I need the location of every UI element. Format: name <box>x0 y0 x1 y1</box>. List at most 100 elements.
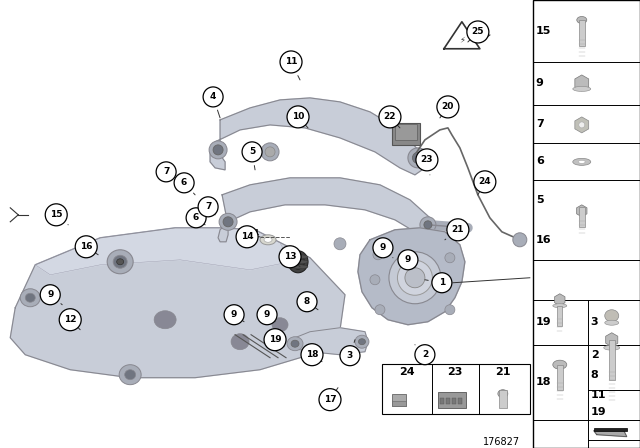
Ellipse shape <box>334 238 346 250</box>
Ellipse shape <box>292 254 305 269</box>
Text: 22: 22 <box>384 112 396 121</box>
Ellipse shape <box>358 339 365 345</box>
Text: 1: 1 <box>439 278 445 287</box>
Bar <box>609 340 615 379</box>
Text: 24: 24 <box>399 366 415 377</box>
Ellipse shape <box>579 122 585 128</box>
Bar <box>438 392 466 408</box>
Ellipse shape <box>119 365 141 385</box>
Text: 16: 16 <box>536 235 552 245</box>
Ellipse shape <box>261 143 279 161</box>
Ellipse shape <box>412 152 424 164</box>
Text: 15: 15 <box>50 210 63 220</box>
Text: 5: 5 <box>249 147 255 156</box>
Bar <box>458 398 462 404</box>
Ellipse shape <box>231 334 249 350</box>
Polygon shape <box>358 228 465 325</box>
Circle shape <box>198 197 218 217</box>
Circle shape <box>156 162 176 182</box>
Circle shape <box>432 273 452 293</box>
Bar <box>446 398 450 404</box>
Text: 16: 16 <box>80 242 92 251</box>
Ellipse shape <box>604 345 620 350</box>
Ellipse shape <box>579 160 585 164</box>
Ellipse shape <box>272 318 288 332</box>
Text: 18: 18 <box>536 377 551 387</box>
Text: 3: 3 <box>591 317 598 327</box>
Ellipse shape <box>107 250 133 274</box>
Ellipse shape <box>260 235 276 245</box>
Bar <box>594 428 627 431</box>
Circle shape <box>415 345 435 365</box>
Bar <box>452 398 456 404</box>
Circle shape <box>242 142 262 162</box>
Ellipse shape <box>219 213 237 230</box>
Text: 176827: 176827 <box>483 437 520 447</box>
Circle shape <box>319 389 341 411</box>
Circle shape <box>45 204 67 226</box>
Text: 17: 17 <box>324 395 336 404</box>
Bar <box>579 20 585 46</box>
Ellipse shape <box>405 268 425 288</box>
Text: 11: 11 <box>591 390 606 400</box>
Text: 23: 23 <box>447 366 463 377</box>
Circle shape <box>474 171 496 193</box>
Circle shape <box>186 208 206 228</box>
Polygon shape <box>35 228 290 275</box>
Ellipse shape <box>389 252 441 304</box>
Circle shape <box>40 285 60 305</box>
Polygon shape <box>10 228 345 378</box>
Text: 18: 18 <box>306 350 318 359</box>
Ellipse shape <box>25 293 35 302</box>
Text: 5: 5 <box>536 195 543 205</box>
Ellipse shape <box>375 305 385 315</box>
Ellipse shape <box>605 310 619 322</box>
Polygon shape <box>594 431 627 437</box>
Ellipse shape <box>288 251 308 273</box>
Circle shape <box>437 96 459 118</box>
Circle shape <box>447 219 469 241</box>
Circle shape <box>467 21 489 43</box>
Text: 15: 15 <box>536 26 551 36</box>
Bar <box>579 207 585 227</box>
Ellipse shape <box>264 237 272 242</box>
Text: 3: 3 <box>347 351 353 360</box>
Circle shape <box>301 344 323 366</box>
Text: 14: 14 <box>248 229 260 239</box>
Bar <box>392 394 406 405</box>
Text: 8: 8 <box>591 370 598 380</box>
Ellipse shape <box>573 86 591 91</box>
Ellipse shape <box>408 148 428 168</box>
Circle shape <box>279 246 301 268</box>
Text: 11: 11 <box>285 57 297 66</box>
Ellipse shape <box>445 253 455 263</box>
Circle shape <box>379 106 401 128</box>
Text: ⚡: ⚡ <box>459 35 465 44</box>
Ellipse shape <box>424 221 432 229</box>
Ellipse shape <box>370 275 380 285</box>
Text: 10: 10 <box>292 112 304 121</box>
Bar <box>533 0 640 448</box>
Ellipse shape <box>498 390 508 398</box>
Text: 4: 4 <box>210 92 216 101</box>
Text: 9: 9 <box>404 255 411 264</box>
Circle shape <box>340 346 360 366</box>
Bar <box>499 390 507 408</box>
Ellipse shape <box>154 311 176 329</box>
Ellipse shape <box>373 250 383 260</box>
Text: 6: 6 <box>181 178 188 187</box>
Ellipse shape <box>223 217 233 227</box>
Text: 13: 13 <box>284 252 296 261</box>
Circle shape <box>398 250 418 270</box>
Polygon shape <box>210 98 425 175</box>
Ellipse shape <box>288 265 308 269</box>
Ellipse shape <box>553 304 567 308</box>
Bar <box>440 398 444 404</box>
Bar <box>382 364 530 414</box>
Circle shape <box>203 87 223 107</box>
Circle shape <box>174 173 194 193</box>
Ellipse shape <box>513 233 527 247</box>
Bar <box>395 124 417 140</box>
Ellipse shape <box>577 17 587 23</box>
Circle shape <box>280 51 302 73</box>
